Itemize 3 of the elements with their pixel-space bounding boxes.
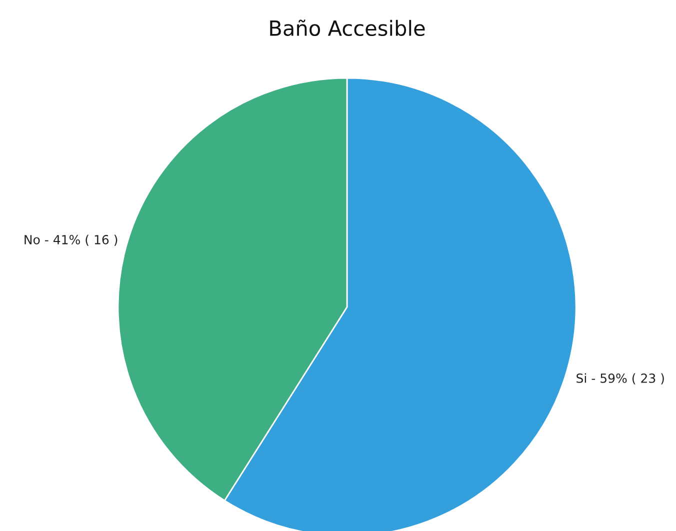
slice-label: Si - 59% ( 23 ) [576,373,664,384]
slice-label: No - 41% ( 16 ) [24,234,118,246]
chart-title: Baño Accesible [270,20,425,36]
